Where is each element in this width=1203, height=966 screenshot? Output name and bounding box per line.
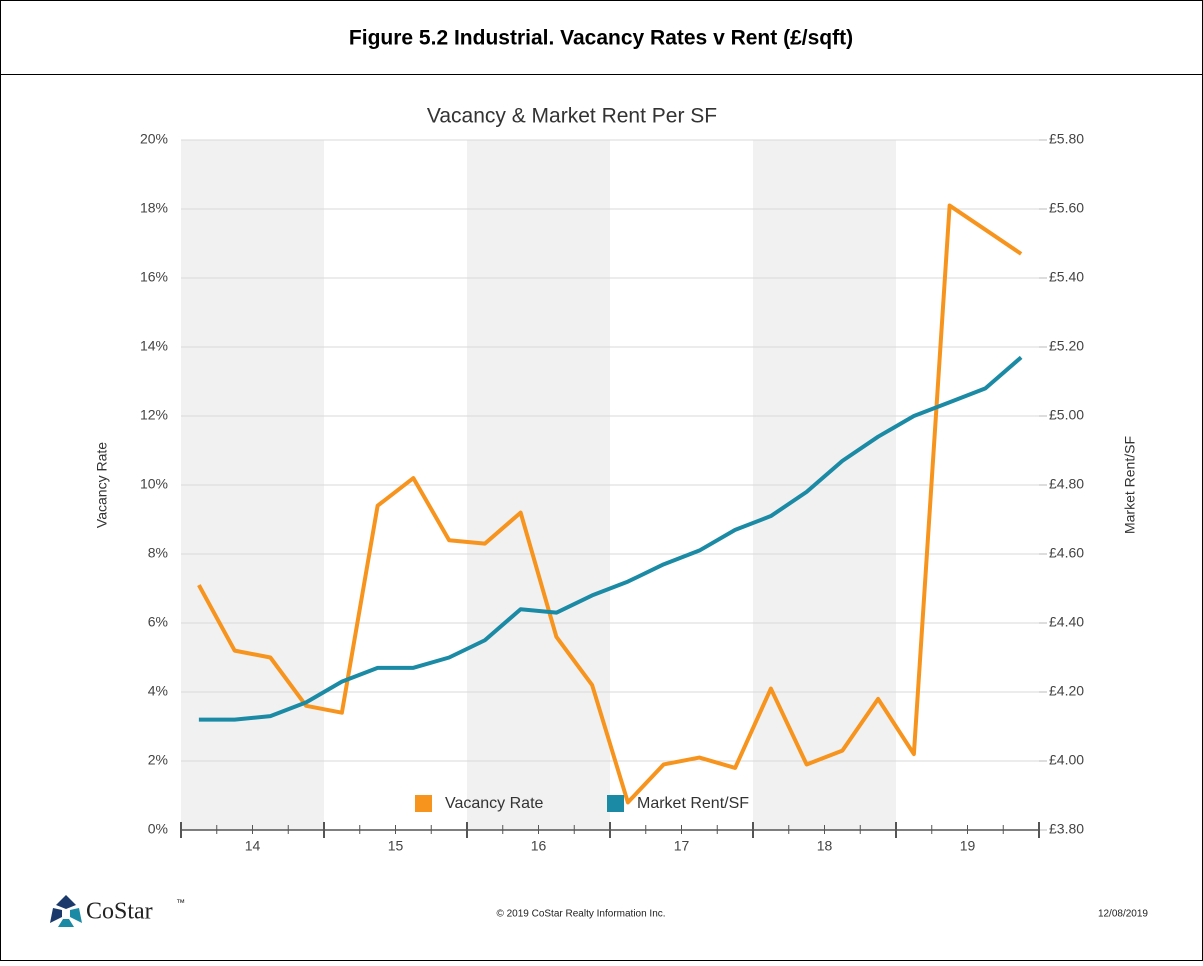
x-tick-label: 14 (245, 838, 261, 854)
y-tick-label: 2% (148, 752, 168, 768)
header-title: Figure 5.2 Industrial. Vacancy Rates v R… (349, 27, 853, 50)
legend-swatch (415, 795, 432, 812)
y2-tick-label: £4.20 (1049, 683, 1084, 699)
y-tick-label: 18% (140, 200, 168, 216)
date: 12/08/2019 (1098, 909, 1148, 920)
x-tick-label: 15 (388, 838, 404, 854)
logo-trademark: ™ (176, 897, 185, 907)
y2-axis-label: Market Rent/SF (1122, 436, 1138, 534)
x-tick-label: 19 (960, 838, 976, 854)
legend-swatch (607, 795, 624, 812)
logo-text: CoStar (86, 899, 153, 925)
y-tick-label: 20% (140, 131, 168, 147)
y-tick-label: 6% (148, 614, 168, 630)
copyright: © 2019 CoStar Realty Information Inc. (496, 909, 665, 920)
y2-tick-label: £5.80 (1049, 131, 1084, 147)
y2-tick-label: £3.80 (1049, 821, 1084, 837)
y-tick-label: 4% (148, 683, 168, 699)
legend-label: Market Rent/SF (637, 795, 749, 812)
y-tick-label: 8% (148, 545, 168, 561)
y2-tick-label: £4.60 (1049, 545, 1084, 561)
y2-tick-label: £5.00 (1049, 407, 1084, 423)
series-line (197, 203, 1023, 805)
y-tick-label: 10% (140, 476, 168, 492)
y2-tick-label: £4.80 (1049, 476, 1084, 492)
y2-tick-label: £5.20 (1049, 338, 1084, 354)
x-tick-label: 16 (531, 838, 547, 854)
x-tick-label: 17 (674, 838, 690, 854)
logo-icon (50, 895, 82, 927)
y-tick-label: 0% (148, 821, 168, 837)
chart-title: Vacancy & Market Rent Per SF (427, 105, 717, 128)
y2-tick-label: £4.00 (1049, 752, 1084, 768)
legend-label: Vacancy Rate (445, 795, 544, 812)
plot-back (181, 139, 1039, 831)
y-tick-label: 14% (140, 338, 168, 354)
y2-tick-label: £4.40 (1049, 614, 1084, 630)
y-axis-label: Vacancy Rate (94, 442, 110, 528)
y-tick-label: 12% (140, 407, 168, 423)
y2-tick-label: £5.60 (1049, 200, 1084, 216)
y-tick-label: 16% (140, 269, 168, 285)
series-line (198, 355, 1023, 722)
y2-tick-label: £5.40 (1049, 269, 1084, 285)
x-tick-label: 18 (817, 838, 833, 854)
